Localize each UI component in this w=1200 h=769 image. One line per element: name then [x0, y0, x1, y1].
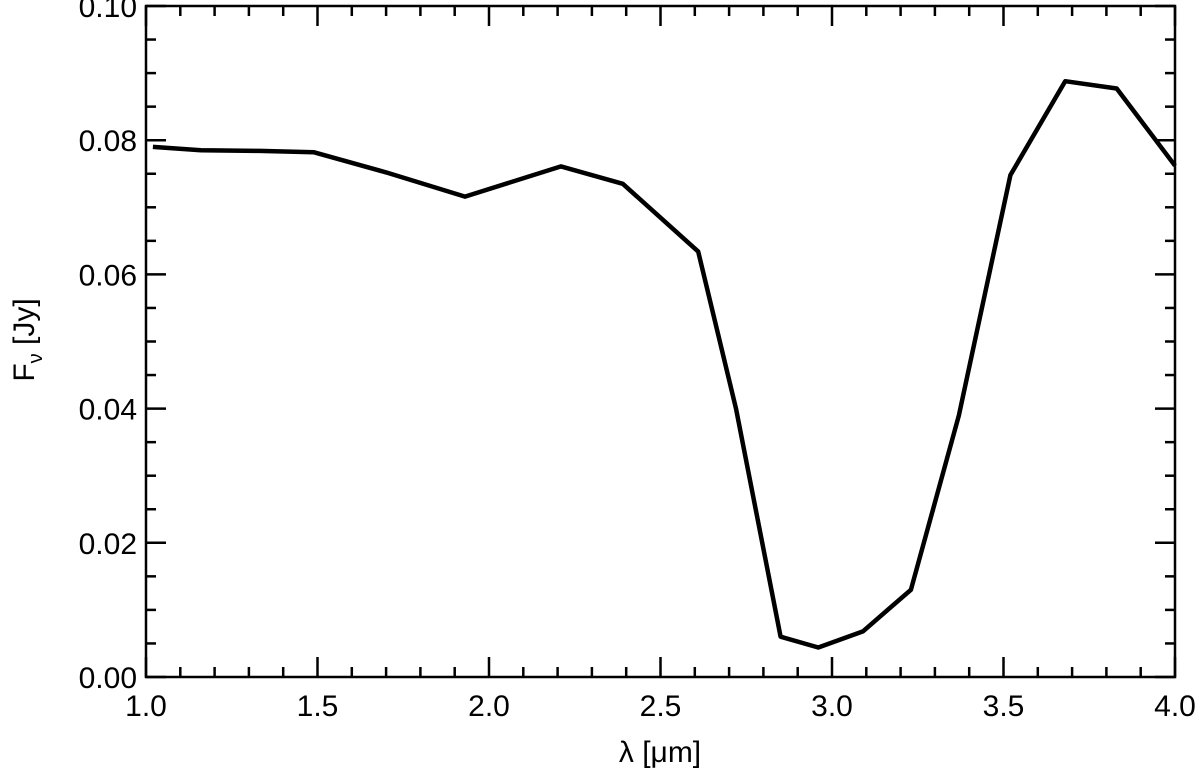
- y-tick-label: 0.06: [79, 259, 137, 292]
- y-axis-label-unit: [Jy]: [8, 298, 41, 353]
- x-tick-label: 1.0: [125, 690, 167, 723]
- x-tick-label: 3.5: [983, 690, 1025, 723]
- y-tick-labels: 0.00 0.02 0.04 0.06 0.08 0.10: [79, 0, 137, 695]
- y-tick-label: 0.08: [79, 125, 137, 158]
- x-tick-label: 2.5: [640, 690, 682, 723]
- x-tick-labels: 1.0 1.5 2.0 2.5 3.0 3.5 4.0: [125, 690, 1196, 723]
- series-line: [152, 78, 1177, 650]
- plot-frame: [144, 4, 1177, 679]
- x-tick-label: 1.5: [297, 690, 339, 723]
- series-layer: [152, 78, 1177, 650]
- axis-ticks: [144, 4, 1177, 679]
- x-tick-label: 3.0: [811, 690, 853, 723]
- x-tick-label: 2.0: [468, 690, 510, 723]
- y-tick-label: 0.04: [79, 394, 137, 427]
- y-tick-label: 0.02: [79, 528, 137, 561]
- y-axis-label-subscript: ν: [25, 353, 47, 363]
- x-axis-label: λ [μm]: [619, 736, 701, 769]
- x-tick-label: 4.0: [1154, 690, 1196, 723]
- y-axis-label: Fν [Jy]: [8, 298, 47, 381]
- y-axis-label-main: F: [8, 363, 41, 381]
- y-tick-label: 0.10: [79, 0, 137, 24]
- y-tick-label: 0.00: [79, 662, 137, 695]
